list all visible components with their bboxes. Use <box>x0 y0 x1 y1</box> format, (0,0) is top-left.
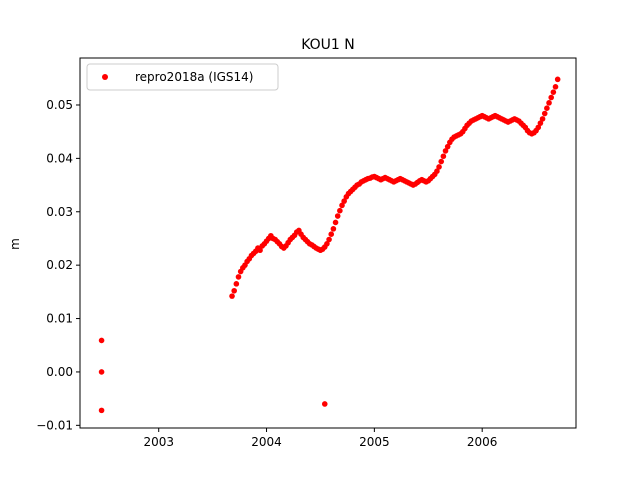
data-point <box>550 89 557 95</box>
data-point <box>440 153 447 160</box>
y-tick-label: 0.03 <box>46 205 73 219</box>
data-point <box>98 407 105 414</box>
data-point <box>98 337 105 344</box>
legend-label: repro2018a (IGS14) <box>135 70 253 84</box>
y-tick-label: 0.04 <box>46 151 73 165</box>
data-point <box>539 116 546 122</box>
y-tick-label: 0.05 <box>46 98 73 112</box>
legend-box <box>86 63 279 91</box>
data-point <box>546 100 552 106</box>
data-point <box>235 274 242 280</box>
plot-frame <box>79 57 577 429</box>
data-point <box>330 226 337 232</box>
data-point <box>324 241 330 247</box>
data-point <box>442 148 449 154</box>
y-tick-label: 0.01 <box>46 312 73 326</box>
data-point <box>98 369 105 375</box>
data-point <box>434 168 440 174</box>
data-point <box>231 287 237 294</box>
y-axis-label: m <box>8 238 22 250</box>
chart-title: KOU1 N <box>301 37 355 53</box>
data-point <box>337 207 343 214</box>
y-tick-label: 0.02 <box>46 258 73 272</box>
plot-area <box>79 57 577 429</box>
data-point <box>332 219 339 226</box>
data-point <box>535 124 542 131</box>
data-point <box>444 143 451 150</box>
data-point <box>552 84 559 90</box>
data-point <box>541 110 548 117</box>
data-point <box>537 120 544 126</box>
data-point <box>436 164 442 170</box>
y-axis-ticks: −0.01 0.00 0.01 0.02 0.03 0.04 0.05 <box>36 98 80 432</box>
x-tick-label: 2003 <box>143 435 174 449</box>
legend: repro2018a (IGS14) <box>86 63 279 91</box>
x-tick-label: 2005 <box>359 435 390 449</box>
data-point <box>257 247 263 254</box>
data-point <box>328 231 335 237</box>
chart-marks <box>98 76 561 414</box>
data-point <box>233 281 240 287</box>
data-point <box>339 202 345 209</box>
y-tick-label: 0.00 <box>46 365 73 379</box>
data-point <box>229 293 235 299</box>
data-point <box>544 105 550 111</box>
data-point <box>341 198 347 204</box>
data-point <box>326 236 332 243</box>
x-tick-label: 2006 <box>467 435 498 449</box>
data-point <box>548 94 554 101</box>
data-point <box>334 213 341 219</box>
legend-marker <box>102 74 108 80</box>
y-tick-label: −0.01 <box>36 418 73 432</box>
data-point <box>321 401 328 407</box>
data-point <box>438 158 445 165</box>
x-axis-ticks: 2003 2004 2005 2006 <box>143 428 497 449</box>
data-point <box>554 76 561 83</box>
x-tick-label: 2004 <box>251 435 282 449</box>
